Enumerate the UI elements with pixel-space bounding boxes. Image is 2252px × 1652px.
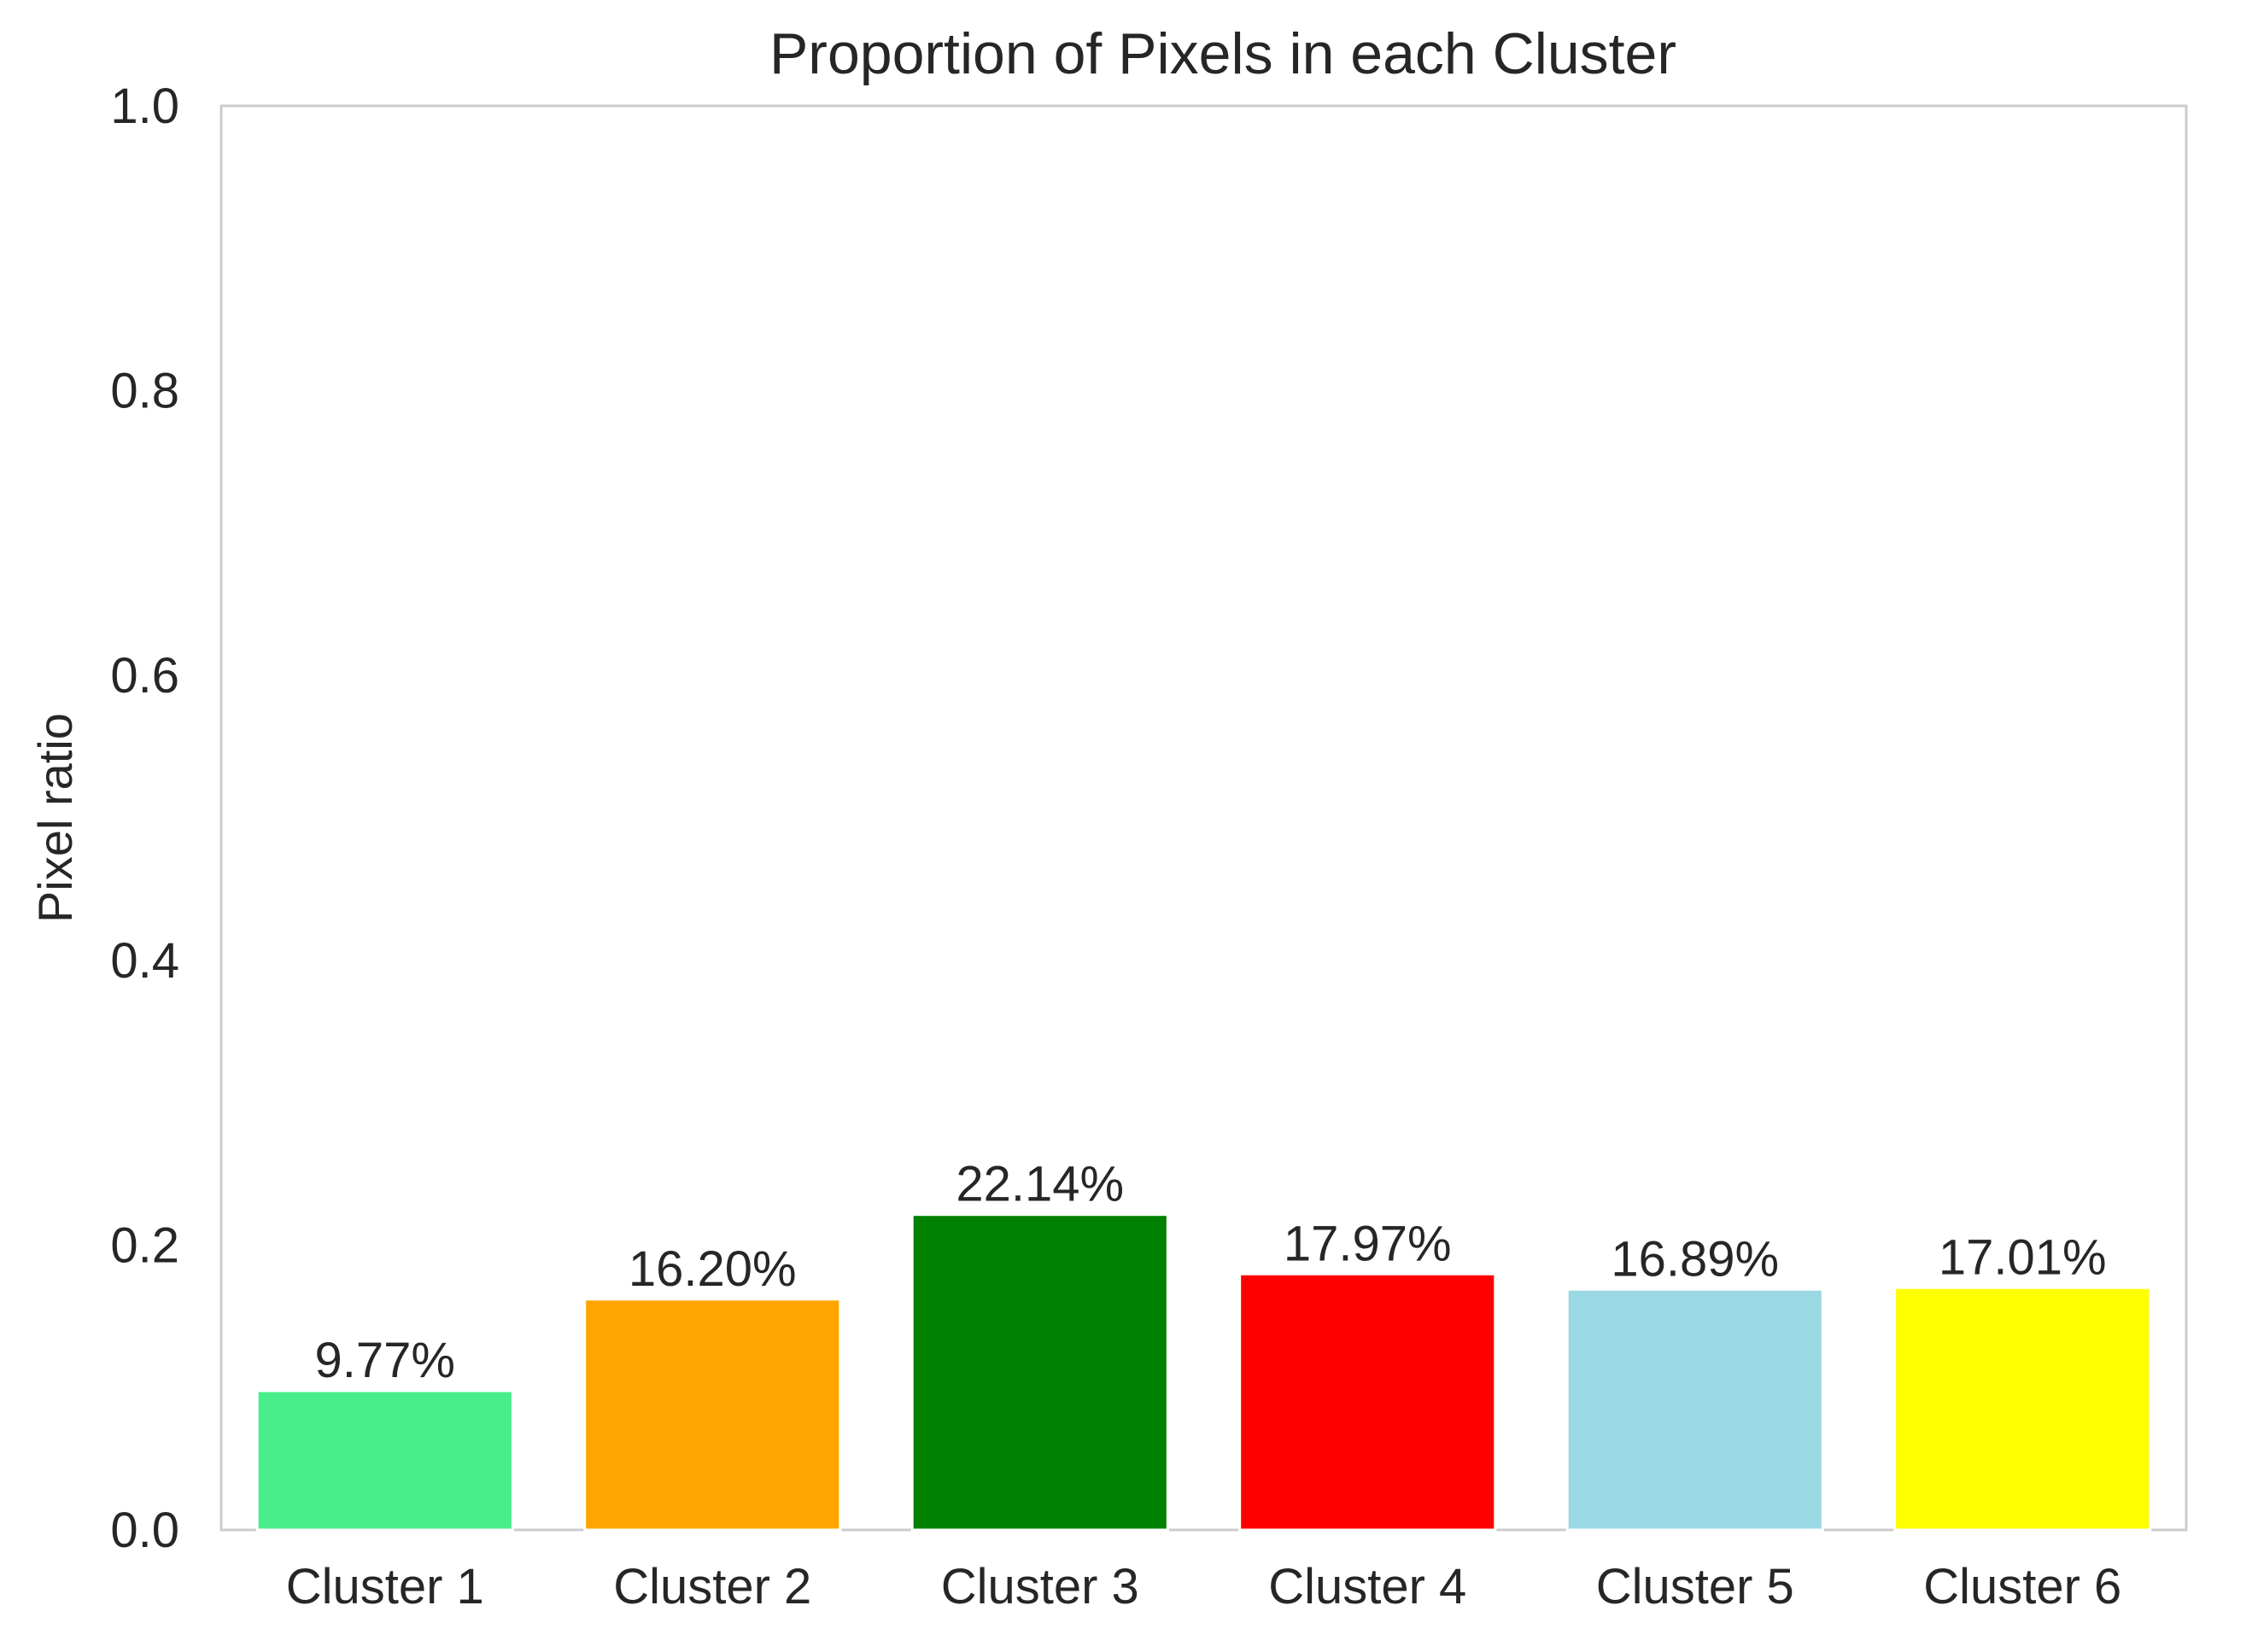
bar-value-label: 16.20%	[629, 1241, 797, 1297]
x-tick-label: Cluster 6	[1923, 1559, 2121, 1614]
bar	[910, 1213, 1169, 1532]
bar-value-label: 22.14%	[956, 1157, 1124, 1212]
bar-value-label: 17.97%	[1284, 1216, 1452, 1271]
y-tick-label: 0.8	[110, 364, 179, 419]
bar-value-label: 16.89%	[1611, 1231, 1779, 1287]
bar	[583, 1298, 842, 1532]
x-axis-ticks: Cluster 1 Cluster 2 Cluster 3 Cluster 4 Clus…	[286, 1559, 2122, 1614]
y-tick-label: 0.2	[110, 1217, 179, 1273]
bar-labels: 9.77% 16.20% 22.14% 17.97% 16.89% 17.01%	[315, 1157, 2107, 1388]
x-tick-label: Cluster 4	[1268, 1559, 1466, 1614]
y-tick-label: 0.0	[110, 1503, 179, 1558]
x-tick-label: Cluster 5	[1596, 1559, 1794, 1614]
plot-area	[219, 104, 2188, 1532]
y-tick-label: 0.6	[110, 648, 179, 703]
bar	[1238, 1272, 1497, 1532]
x-tick-label: Cluster 2	[613, 1559, 811, 1614]
bar	[1893, 1286, 2152, 1532]
bar-value-label: 9.77%	[315, 1333, 455, 1388]
y-tick-label: 1.0	[110, 79, 179, 134]
y-axis-label: Pixel ratio	[28, 713, 82, 923]
x-tick-label: Cluster 1	[286, 1559, 484, 1614]
y-tick-label: 0.4	[110, 933, 179, 989]
bar-value-label: 17.01%	[1939, 1229, 2107, 1285]
chart-title: Proportion of Pixels in each Cluster	[769, 21, 1676, 86]
bar	[255, 1389, 514, 1532]
bars	[255, 1213, 2152, 1532]
x-tick-label: Cluster 3	[941, 1559, 1139, 1614]
y-axis-ticks: 0.0 0.2 0.4 0.6 0.8 1.0	[110, 79, 179, 1558]
bar	[1565, 1287, 1824, 1532]
